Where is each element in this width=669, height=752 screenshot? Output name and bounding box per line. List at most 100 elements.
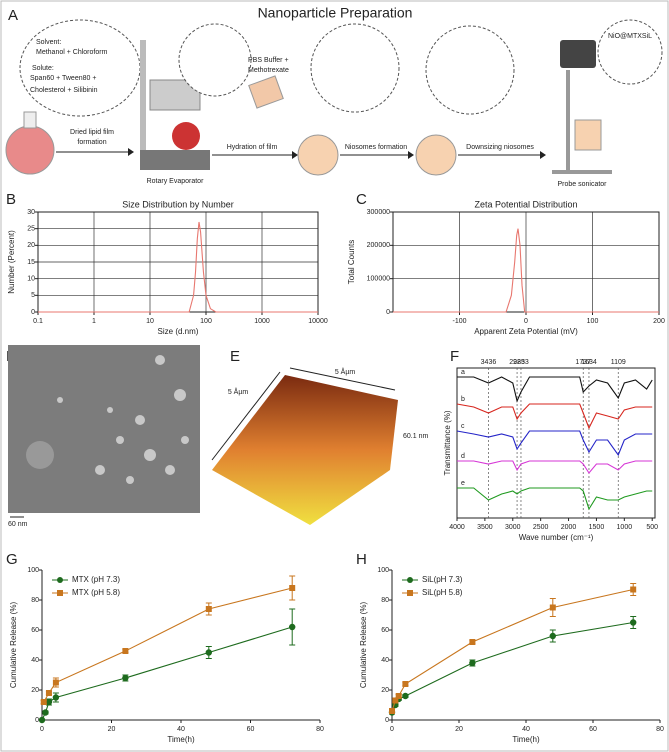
marker: [205, 649, 212, 656]
peak-label: 2923: [509, 359, 525, 366]
chart-title: Size Distribution by Number: [122, 199, 234, 209]
series-line: [456, 403, 653, 430]
x-tick-label: 1000: [254, 318, 270, 325]
y-axis-label: Total Counts: [347, 240, 356, 284]
series-line: [43, 587, 293, 703]
x-tick-label: 1: [92, 318, 96, 325]
panel-label: C: [356, 191, 367, 208]
label: Solute:: [32, 65, 54, 72]
series-line: [457, 487, 653, 511]
callout: [310, 23, 400, 113]
x-tick-label: 10000: [308, 318, 328, 325]
marker: [122, 674, 129, 682]
marker: [469, 659, 476, 667]
x-tick-label: 40: [177, 726, 185, 733]
legend-label: MTX (pH 5.8): [72, 588, 120, 597]
x-tick-label: 500: [646, 524, 658, 531]
y-tick-label: 0: [35, 717, 39, 724]
x-axis-label: Wave number (cm⁻¹): [519, 533, 594, 542]
y-tick-label: 60: [31, 627, 39, 634]
label: Methanol + Chloroform: [36, 49, 108, 56]
y-axis-label: Cumulative Release (%): [359, 602, 368, 689]
x-tick-label: 0: [40, 726, 44, 733]
x-tick-label: 2500: [533, 524, 549, 531]
y-tick-label: 0: [386, 309, 390, 316]
sonicator: [560, 40, 596, 68]
marker: [469, 639, 476, 645]
label: Dried lipid film: [70, 129, 114, 136]
scale-label: 60 nm: [8, 521, 28, 528]
marker: [402, 681, 409, 687]
y-tick-label: 60: [381, 627, 389, 634]
flask: [5, 125, 55, 175]
legend-label: SiL(pH 5.8): [422, 588, 463, 597]
series-line: [457, 376, 653, 403]
chart-title: Zeta Potential Distribution: [474, 199, 577, 209]
panel-label: G: [6, 551, 18, 568]
evaporator: [140, 150, 210, 170]
y-tick-label: 100000: [367, 276, 390, 283]
label: Span60 + Tween80 +: [30, 75, 96, 82]
schematic: Nanoparticle Preparation Solvent: Methan…: [5, 5, 663, 188]
series-line: [391, 588, 634, 712]
label: PBS Buffer +: [248, 57, 289, 64]
x-tick-label: 80: [316, 726, 324, 733]
marker: [205, 606, 212, 612]
label: Methotrexate: [248, 67, 289, 74]
beaker: [248, 75, 284, 109]
arrowhead: [292, 151, 298, 159]
marker: [402, 692, 409, 700]
micrograph: [8, 345, 200, 513]
marker: [42, 709, 49, 716]
flask: [297, 134, 339, 176]
marker: [395, 693, 402, 699]
peak-label: 1634: [581, 359, 597, 366]
axis: [211, 371, 281, 461]
series-line: [391, 621, 634, 713]
x-tick-label: 100: [587, 318, 599, 325]
label: Cholesterol + Silibinin: [30, 87, 98, 94]
label: Downsizing niosomes: [466, 144, 534, 151]
sonicator: [566, 70, 570, 170]
series-label: b: [461, 396, 465, 403]
y-tick-label: 80: [381, 597, 389, 604]
x-tick-label: -100: [452, 318, 466, 325]
afm-label: 5 Åµm: [335, 367, 356, 376]
series-line: [456, 430, 653, 457]
x-tick-label: 4000: [449, 524, 465, 531]
series-line: [41, 626, 293, 721]
x-tick-label: 1000: [617, 524, 633, 531]
x-tick-label: 3500: [477, 524, 493, 531]
x-tick-label: 10: [146, 318, 154, 325]
panel-label: B: [6, 191, 16, 208]
arrowhead: [540, 151, 546, 159]
callout: [178, 23, 252, 97]
beaker: [574, 119, 602, 151]
callout: [425, 25, 515, 115]
y-tick-label: 40: [31, 657, 39, 664]
y-tick-label: 30: [27, 209, 35, 216]
marker: [549, 604, 556, 611]
label: Solvent:: [36, 39, 61, 46]
series-label: c: [461, 423, 465, 430]
legend-label: SiL(pH 7.3): [422, 575, 463, 584]
callout: [597, 19, 663, 85]
x-tick-label: 80: [656, 726, 664, 733]
y-axis-label: Transmittance (%): [443, 410, 452, 475]
x-tick-label: 40: [522, 726, 530, 733]
x-axis-label: Time(h): [167, 735, 195, 744]
y-tick-label: 20: [31, 687, 39, 694]
series-label: a: [461, 369, 465, 376]
marker: [630, 619, 637, 626]
flask: [415, 134, 457, 176]
x-tick-label: 2000: [561, 524, 577, 531]
marker: [392, 697, 399, 704]
evaporator: [140, 40, 146, 160]
x-axis-label: Apparent Zeta Potential (mV): [474, 327, 578, 336]
y-tick-label: 20: [381, 687, 389, 694]
marker: [549, 632, 556, 640]
panel-label: F: [450, 348, 459, 365]
x-tick-label: 3000: [505, 524, 521, 531]
panel-label: E: [230, 348, 240, 365]
x-tick-label: 20: [455, 726, 463, 733]
